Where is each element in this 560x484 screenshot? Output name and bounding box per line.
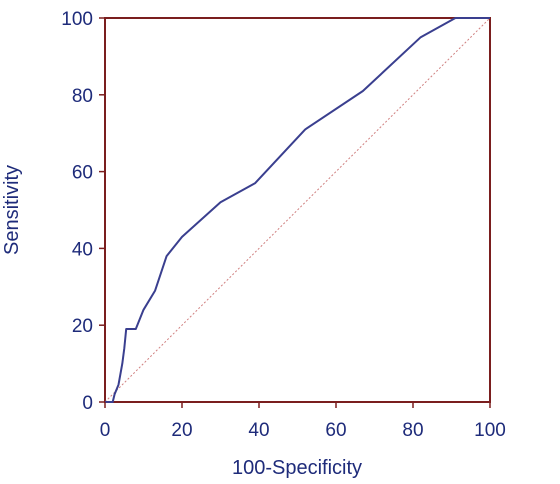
y-tick-label: 20	[72, 316, 93, 337]
reference-diagonal	[104, 17, 491, 403]
x-tick-label: 40	[248, 420, 269, 441]
y-tick-label: 40	[72, 239, 93, 260]
roc-curve	[105, 17, 490, 403]
tick-layer: 0 20 40 60 80 100 0 20 40 60 80 100	[61, 9, 506, 441]
x-axis-title: 100-Specificity	[232, 457, 362, 479]
x-tick-label: 100	[474, 420, 506, 441]
y-tick-label: 100	[61, 9, 93, 30]
x-tick-label: 0	[100, 420, 111, 441]
x-tick-label: 20	[171, 420, 192, 441]
y-tick-label: 0	[82, 393, 93, 414]
x-tick-label: 60	[325, 420, 346, 441]
y-tick-label: 60	[72, 163, 93, 184]
y-axis-title: Sensitivity	[1, 165, 23, 255]
y-tick-label: 80	[72, 86, 93, 107]
x-tick-label: 80	[402, 420, 423, 441]
plot-layer	[104, 17, 491, 403]
plot-frame	[104, 17, 491, 403]
